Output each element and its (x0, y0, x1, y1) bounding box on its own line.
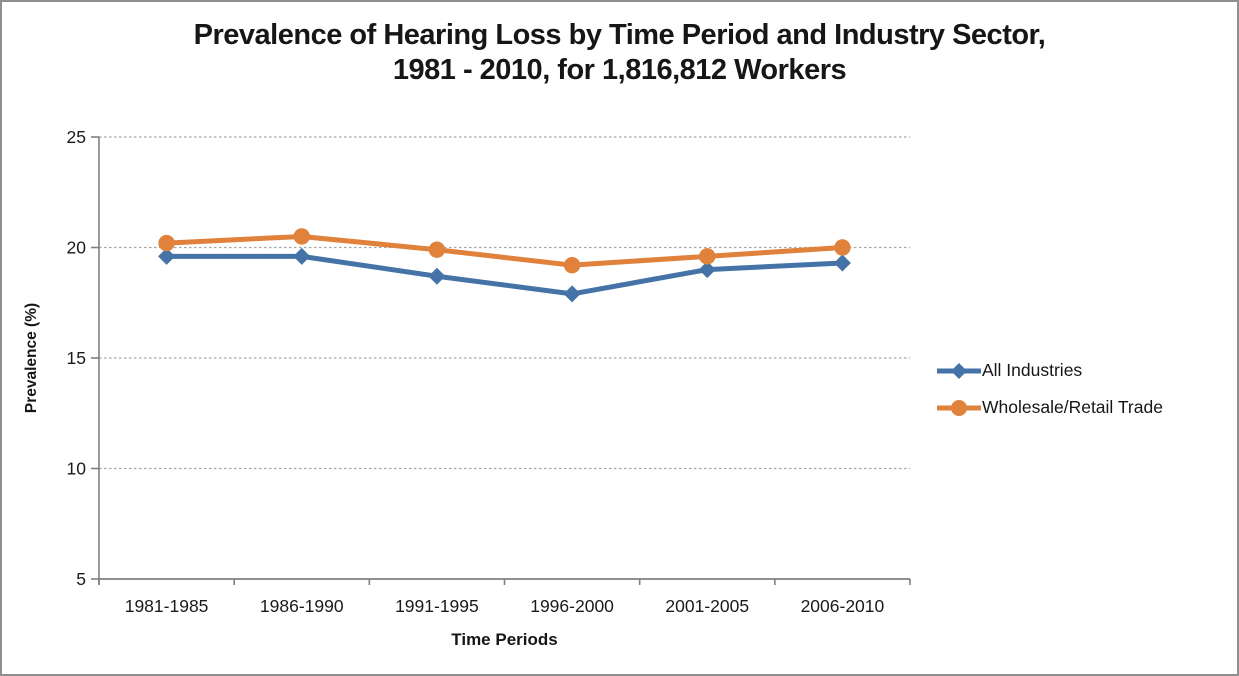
x-tick-label: 1996-2000 (530, 596, 614, 616)
series-marker-wholesale-retail-trade (699, 248, 716, 265)
series-marker-all-industries (563, 285, 581, 303)
legend-item-all-industries: All Industries (936, 355, 1163, 386)
series-marker-all-industries (698, 261, 716, 279)
series-marker-all-industries (428, 267, 446, 285)
chart-title-line1: Prevalence of Hearing Loss by Time Perio… (193, 19, 1046, 51)
chart-title: Prevalence of Hearing Loss by Time Perio… (2, 18, 1237, 88)
x-tick-label: 1986-1990 (260, 596, 344, 616)
series-marker-all-industries (833, 254, 851, 272)
y-tick-label: 20 (67, 238, 87, 258)
series-line-all-industries (164, 253, 845, 297)
series-marker-all-industries (158, 247, 176, 265)
series-marker-wholesale-retail-trade (158, 234, 175, 252)
x-tick-label: 1991-1995 (395, 596, 479, 616)
legend-diamond-marker-icon (951, 362, 967, 379)
legend-label: Wholesale/Retail Trade (982, 397, 1163, 417)
series-line-wholesale-retail-trade (164, 233, 845, 268)
y-tick-label: 5 (76, 569, 86, 589)
y-tick-label: 15 (67, 348, 86, 368)
series-marker-wholesale-retail-trade (834, 239, 851, 256)
legend-label: All Industries (982, 360, 1083, 380)
x-axis-title: Time Periods (451, 630, 558, 649)
x-tick-label: 2001-2005 (665, 596, 749, 616)
legend-swatch-circle-icon (937, 399, 981, 416)
legend: All Industries Wholesale/Retail Trade (936, 355, 1163, 423)
legend-circle-marker-icon (951, 399, 967, 416)
legend-item-wholesale-retail-trade: Wholesale/Retail Trade (936, 392, 1163, 423)
series-marker-wholesale-retail-trade (428, 241, 446, 258)
x-tick-label: 2006-2010 (801, 596, 885, 616)
series-marker-wholesale-retail-trade (293, 228, 310, 245)
legend-swatch-diamond-icon (937, 362, 981, 379)
series-marker-wholesale-retail-trade (563, 256, 581, 274)
x-tick-label: 1981-1985 (125, 596, 209, 616)
y-tick-label: 10 (67, 459, 87, 479)
y-tick-label: 25 (67, 127, 86, 147)
y-axis-title: Prevalence (%) (23, 302, 40, 414)
chart-title-line2: 1981 - 2010, for 1,816,812 Workers (392, 54, 847, 86)
series-marker-all-industries (293, 247, 311, 265)
